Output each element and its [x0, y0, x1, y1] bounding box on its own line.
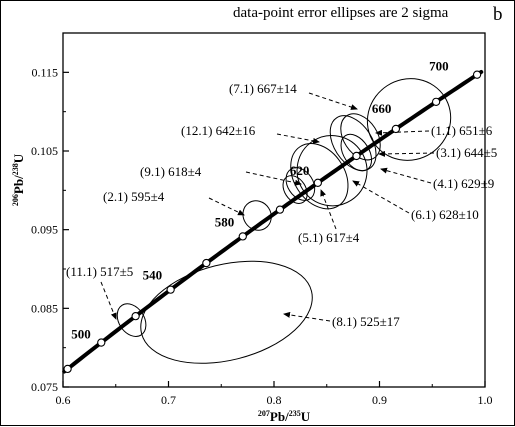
- age-marker-500: [97, 338, 106, 347]
- x-tick-label: 0.8: [267, 393, 282, 407]
- concordia-curve: [62, 69, 484, 374]
- ellipse-label-11.1: (11.1) 517±5: [66, 264, 133, 279]
- age-label-580: 580: [215, 214, 235, 229]
- x-tick-label: 0.6: [56, 393, 71, 407]
- leader-line-3.1: [378, 150, 435, 157]
- y-tick-label: 0.075: [31, 380, 58, 394]
- leader-line-2.1: [208, 197, 245, 216]
- age-marker-620: [313, 178, 322, 187]
- chart-note: data-point error ellipses are 2 sigma: [233, 5, 449, 21]
- leader-line-11.1: [100, 281, 117, 320]
- x-tick-label: 1.0: [478, 393, 493, 407]
- ellipse-label-6.1: (6.1) 628±10: [411, 207, 479, 222]
- y-tick-label: 0.085: [31, 301, 58, 315]
- age-marker-680: [431, 97, 441, 106]
- leader-line-9.1: [245, 171, 302, 186]
- error-ellipse-9.1: [285, 167, 316, 201]
- x-tick-label: 0.9: [372, 393, 387, 407]
- leader-line-8.1: [283, 311, 331, 322]
- error-ellipse-1.1: [340, 113, 381, 161]
- x-axis-label: 207Pb/235U: [258, 409, 311, 424]
- age-label-700: 700: [429, 59, 449, 74]
- age-label-660: 660: [372, 101, 392, 116]
- panel-letter: b: [493, 4, 503, 25]
- leader-line-12.1: [276, 133, 320, 144]
- age-marker-640: [352, 151, 361, 161]
- y-tick-label: 0.105: [31, 144, 58, 158]
- error-ellipse-6.1: [290, 143, 349, 210]
- ellipse-label-3.1: (3.1) 644±5: [436, 145, 497, 160]
- age-marker-700: [472, 70, 482, 79]
- age-marker-480: [63, 364, 72, 374]
- ellipse-label-7.1: (7.1) 667±14: [229, 81, 297, 96]
- leader-line-5.1: [320, 189, 337, 230]
- y-tick-label: 0.095: [31, 223, 58, 237]
- leader-line-1.1: [375, 129, 430, 136]
- ellipse-label-1.1: (1.1) 651±6: [431, 123, 493, 138]
- leader-line-4.1: [380, 167, 432, 184]
- leader-line-7.1: [308, 92, 358, 110]
- ellipse-label-9.1: (9.1) 618±4: [140, 164, 202, 179]
- error-ellipse-2.1: [242, 200, 272, 231]
- leader-line-6.1: [352, 180, 410, 214]
- age-label-540: 540: [143, 268, 163, 283]
- age-marker-660: [391, 124, 401, 134]
- ellipse-label-5.1: (5.1) 617±4: [298, 230, 360, 245]
- ellipse-label-4.1: (4.1) 629±9: [433, 176, 494, 191]
- age-marker-560: [202, 258, 211, 268]
- ellipse-label-2.1: (2.1) 595±4: [103, 189, 165, 204]
- y-tick-label: 0.115: [31, 65, 58, 79]
- age-marker-580: [238, 232, 247, 241]
- age-marker-600: [275, 205, 285, 214]
- error-ellipse-12.1: [329, 115, 377, 171]
- ellipse-label-12.1: (12.1) 642±16: [181, 123, 256, 138]
- age-marker-540: [166, 285, 175, 294]
- age-label-620: 620: [290, 163, 310, 178]
- age-label-500: 500: [71, 327, 91, 342]
- y-axis-label: 206Pb/238U: [11, 153, 26, 206]
- error-ellipse-8.1: [140, 260, 313, 364]
- age-marker-520: [131, 311, 140, 321]
- error-ellipse-5.1: [282, 175, 308, 204]
- ellipse-label-8.1: (8.1) 525±17: [332, 314, 400, 329]
- x-tick-label: 0.7: [161, 393, 176, 407]
